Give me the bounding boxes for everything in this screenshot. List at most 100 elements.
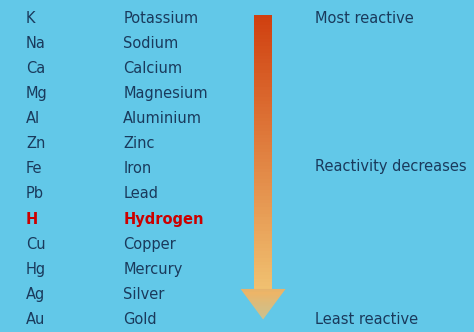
Text: K: K [26, 11, 36, 26]
Polygon shape [254, 56, 272, 59]
Polygon shape [254, 179, 272, 183]
Polygon shape [254, 52, 272, 56]
Text: Pb: Pb [26, 186, 44, 202]
Polygon shape [246, 297, 280, 298]
Polygon shape [254, 111, 272, 114]
Polygon shape [254, 138, 272, 142]
Text: Au: Au [26, 312, 46, 327]
Polygon shape [254, 70, 272, 73]
Polygon shape [246, 296, 280, 297]
Text: Gold: Gold [123, 312, 157, 327]
Polygon shape [253, 305, 273, 306]
Polygon shape [254, 234, 272, 238]
Polygon shape [254, 173, 272, 176]
Polygon shape [254, 32, 272, 36]
Polygon shape [259, 314, 267, 315]
Polygon shape [254, 210, 272, 213]
Polygon shape [254, 282, 272, 286]
Polygon shape [254, 279, 272, 282]
Text: Copper: Copper [123, 237, 176, 252]
Polygon shape [256, 310, 270, 311]
Polygon shape [254, 193, 272, 197]
Polygon shape [254, 275, 272, 279]
Polygon shape [254, 268, 272, 272]
Polygon shape [250, 302, 276, 303]
Polygon shape [254, 265, 272, 268]
Polygon shape [241, 290, 285, 291]
Text: Al: Al [26, 111, 40, 126]
Polygon shape [255, 309, 271, 310]
Polygon shape [251, 303, 275, 304]
Polygon shape [254, 272, 272, 275]
Polygon shape [254, 244, 272, 248]
Polygon shape [254, 231, 272, 234]
Text: Sodium: Sodium [123, 36, 179, 51]
Polygon shape [254, 200, 272, 203]
Polygon shape [254, 97, 272, 101]
Polygon shape [254, 145, 272, 148]
Polygon shape [254, 286, 272, 289]
Polygon shape [254, 307, 272, 308]
Polygon shape [260, 315, 266, 316]
Polygon shape [259, 313, 267, 314]
Text: Ca: Ca [26, 61, 46, 76]
Text: Ag: Ag [26, 287, 46, 302]
Polygon shape [254, 162, 272, 166]
Polygon shape [254, 251, 272, 255]
Text: Hydrogen: Hydrogen [123, 211, 204, 226]
Polygon shape [254, 255, 272, 258]
Polygon shape [254, 152, 272, 155]
Polygon shape [254, 15, 272, 18]
Polygon shape [254, 135, 272, 138]
Polygon shape [254, 131, 272, 135]
Text: H: H [26, 211, 38, 226]
Polygon shape [254, 262, 272, 265]
Polygon shape [245, 295, 281, 296]
Polygon shape [254, 166, 272, 169]
Text: Aluminium: Aluminium [123, 111, 202, 126]
Polygon shape [254, 128, 272, 131]
Polygon shape [254, 197, 272, 200]
Text: Iron: Iron [123, 161, 152, 176]
Polygon shape [254, 118, 272, 121]
Polygon shape [254, 258, 272, 262]
Polygon shape [241, 289, 285, 290]
Polygon shape [262, 318, 264, 319]
Polygon shape [254, 114, 272, 118]
Polygon shape [254, 80, 272, 83]
Polygon shape [254, 87, 272, 90]
Text: Calcium: Calcium [123, 61, 182, 76]
Polygon shape [262, 317, 264, 318]
Polygon shape [254, 49, 272, 52]
Polygon shape [254, 148, 272, 152]
Polygon shape [254, 190, 272, 193]
Text: Potassium: Potassium [123, 11, 198, 26]
Polygon shape [254, 73, 272, 77]
Polygon shape [254, 101, 272, 104]
Polygon shape [254, 22, 272, 25]
Polygon shape [254, 176, 272, 179]
Text: Least reactive: Least reactive [315, 312, 419, 327]
Polygon shape [242, 291, 284, 292]
Text: Cu: Cu [26, 237, 46, 252]
Polygon shape [254, 227, 272, 231]
Text: Most reactive: Most reactive [315, 11, 414, 26]
Polygon shape [254, 66, 272, 70]
Text: Magnesium: Magnesium [123, 86, 208, 101]
Polygon shape [254, 121, 272, 124]
Polygon shape [243, 292, 283, 293]
Polygon shape [254, 183, 272, 186]
Polygon shape [254, 42, 272, 46]
Polygon shape [254, 155, 272, 159]
Polygon shape [254, 83, 272, 87]
Text: Mercury: Mercury [123, 262, 182, 277]
Polygon shape [254, 29, 272, 32]
Polygon shape [254, 63, 272, 66]
Polygon shape [254, 59, 272, 63]
Polygon shape [255, 308, 271, 309]
Polygon shape [252, 304, 274, 305]
Polygon shape [254, 159, 272, 162]
Polygon shape [249, 300, 277, 301]
Polygon shape [244, 293, 283, 294]
Text: Zn: Zn [26, 136, 46, 151]
